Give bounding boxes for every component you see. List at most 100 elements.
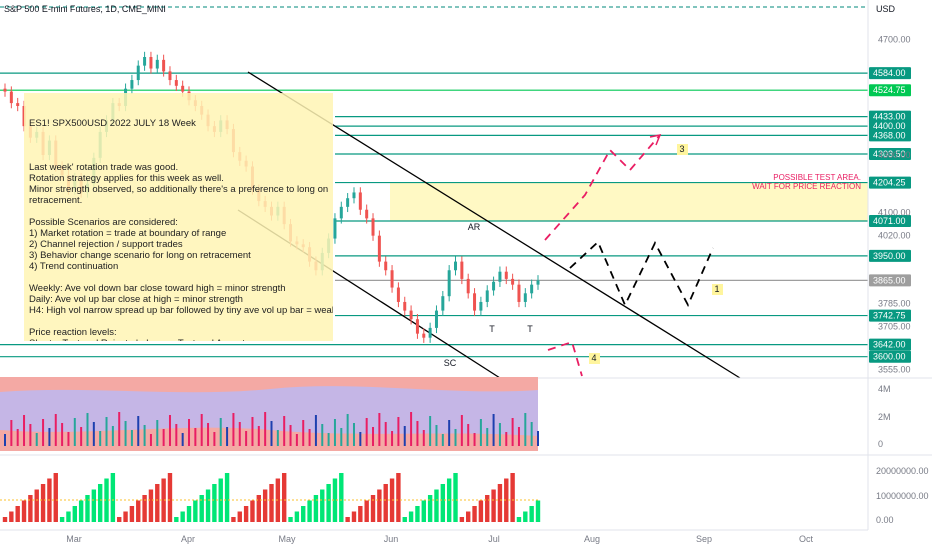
volume-bar	[524, 413, 527, 446]
oscillator-bar	[123, 511, 128, 522]
volume-bar	[397, 417, 400, 446]
volume-bar	[270, 421, 273, 446]
oscillator-bar	[402, 517, 407, 522]
oscillator-bar	[167, 473, 173, 522]
oscillator-bar	[377, 489, 382, 522]
price-tick-label: 4020.00	[878, 231, 911, 241]
volume-bar	[537, 431, 539, 446]
volume-bar	[226, 427, 229, 446]
volume-bar	[352, 423, 355, 446]
volume-bar	[460, 415, 463, 446]
level-label: 3600.00	[873, 352, 906, 362]
level-label: 4400.00	[873, 121, 906, 131]
volume-bar	[188, 419, 191, 446]
candle-body	[504, 271, 508, 279]
oscillator-bar	[383, 484, 388, 522]
oscillator-bar	[66, 511, 71, 522]
volume-bar	[359, 432, 362, 446]
candle-body	[339, 206, 343, 219]
volume-bar	[73, 418, 76, 446]
volume-bar	[295, 434, 298, 446]
candle-body	[358, 192, 362, 210]
oscillator-bar	[491, 489, 496, 522]
oscillator-tick-label: 20000000.00	[876, 466, 929, 476]
oscillator-bar	[243, 506, 249, 522]
oscillator-bar	[370, 495, 376, 522]
volume-bar	[264, 412, 267, 446]
oscillator-bar	[301, 506, 306, 522]
scenario-1-path	[569, 240, 714, 308]
volume-bar	[29, 424, 32, 446]
oscillator-bar	[313, 495, 319, 522]
time-tick-label: May	[278, 534, 296, 544]
level-label: 3865.00	[873, 275, 906, 285]
volume-bar	[251, 417, 254, 446]
time-tick-label: Jul	[488, 534, 500, 544]
annotation-label: 1	[714, 284, 719, 294]
candle-body	[485, 290, 489, 302]
annotation-label: 4	[591, 353, 596, 363]
time-tick-label: Apr	[181, 534, 195, 544]
oscillator-bar	[142, 495, 147, 522]
candle-body	[479, 301, 483, 311]
volume-bar	[511, 418, 514, 446]
oscillator-bar	[269, 484, 274, 522]
volume-bar	[111, 426, 114, 446]
volume-bar	[143, 425, 146, 446]
oscillator-bar	[307, 500, 312, 522]
candle-body	[384, 261, 388, 271]
candle-body	[371, 218, 375, 236]
volume-bar	[276, 430, 279, 446]
oscillator-bar	[332, 478, 338, 522]
volume-bar	[194, 428, 197, 446]
volume-bar	[378, 413, 381, 446]
oscillator-bar	[440, 484, 446, 522]
level-badge	[869, 338, 911, 351]
volume-bar	[391, 431, 394, 446]
oscillator-bar	[21, 500, 27, 522]
volume-bar	[416, 421, 419, 446]
level-badge	[869, 309, 911, 322]
zone-label-line2: WAIT FOR PRICE REACTION	[752, 182, 861, 191]
oscillator-bar	[459, 517, 465, 522]
candle-body	[422, 333, 426, 338]
oscillator-bar	[535, 500, 541, 522]
symbol-title: S&P 500 E-mini Futures, 1D, CME_MINI	[4, 4, 166, 14]
level-badge	[869, 120, 911, 133]
candle-body	[454, 261, 458, 271]
candle-body	[9, 91, 13, 104]
volume-bar	[219, 418, 222, 446]
annotation-label: AR	[468, 222, 481, 232]
oscillator-bar	[91, 489, 97, 522]
scenario-4-path	[547, 340, 583, 377]
oscillator-bar	[180, 511, 185, 522]
volume-bar	[23, 415, 26, 446]
oscillator-bar	[320, 489, 325, 522]
volume-bar	[92, 422, 95, 446]
volume-bar	[200, 414, 203, 446]
candle-body	[143, 56, 147, 66]
oscillator-bar	[59, 517, 65, 522]
oscillator-bar	[434, 489, 439, 522]
annotation-label: T	[527, 324, 533, 334]
candle-body	[466, 278, 470, 294]
oscillator-bar	[421, 500, 426, 522]
oscillator-bar	[529, 506, 534, 522]
volume-bar	[213, 432, 216, 446]
volume-bar	[175, 424, 178, 446]
oscillator-bar	[28, 495, 33, 522]
oscillator-bar	[205, 489, 211, 522]
oscillator-bar	[34, 489, 39, 522]
oscillator-bar	[288, 517, 293, 522]
volume-bar	[118, 412, 121, 446]
volume-bar	[54, 414, 57, 446]
oscillator-bar	[326, 484, 331, 522]
oscillator-bar	[478, 500, 484, 522]
oscillator-bar	[256, 495, 262, 522]
volume-bar	[80, 427, 83, 446]
level-badge	[869, 84, 911, 97]
oscillator-bar	[136, 500, 141, 522]
volume-bar	[156, 420, 159, 446]
oscillator-bar	[85, 495, 90, 522]
